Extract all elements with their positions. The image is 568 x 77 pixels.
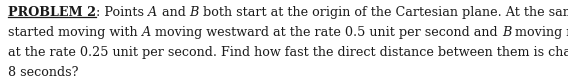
Text: B: B bbox=[190, 6, 199, 19]
Text: PROBLEM 2: PROBLEM 2 bbox=[9, 6, 97, 19]
Text: both start at the origin of the Cartesian plane. At the same time, they: both start at the origin of the Cartesia… bbox=[199, 6, 568, 19]
Text: : Points: : Points bbox=[97, 6, 148, 19]
Text: started moving with: started moving with bbox=[9, 26, 142, 39]
Text: at the rate 0.25 unit per second. Find how fast the direct distance between them: at the rate 0.25 unit per second. Find h… bbox=[9, 46, 568, 59]
Text: 8 seconds?: 8 seconds? bbox=[9, 66, 79, 77]
Text: and: and bbox=[157, 6, 190, 19]
Text: moving northward: moving northward bbox=[511, 26, 568, 39]
Text: B: B bbox=[502, 26, 511, 39]
Text: A: A bbox=[148, 6, 157, 19]
Text: A: A bbox=[142, 26, 151, 39]
Text: moving westward at the rate 0.5 unit per second and: moving westward at the rate 0.5 unit per… bbox=[151, 26, 502, 39]
